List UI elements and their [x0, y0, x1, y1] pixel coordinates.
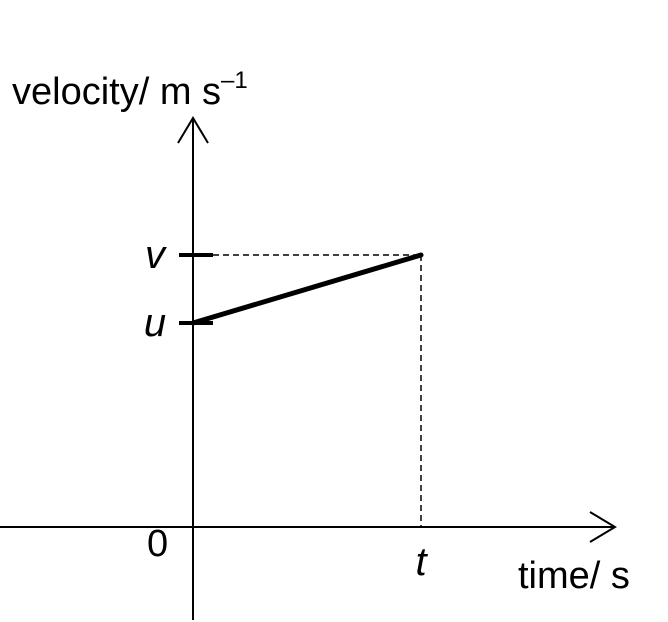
- y-axis-arrowhead: [177, 116, 209, 144]
- y-tick-label-v: v: [145, 233, 167, 277]
- x-tick-label-t: t: [415, 540, 428, 584]
- y-tick-label-u: u: [144, 301, 166, 345]
- x-axis-title: time/ s: [518, 555, 630, 597]
- y-axis-title-exponent: –1: [221, 67, 248, 94]
- series-line: [190, 252, 424, 326]
- x-axis-arrowhead: [589, 511, 617, 543]
- origin-label: 0: [147, 523, 168, 565]
- y-axis-title-text: velocity/ m s: [12, 71, 221, 113]
- y-axis-title: velocity/ m s–1: [12, 67, 248, 113]
